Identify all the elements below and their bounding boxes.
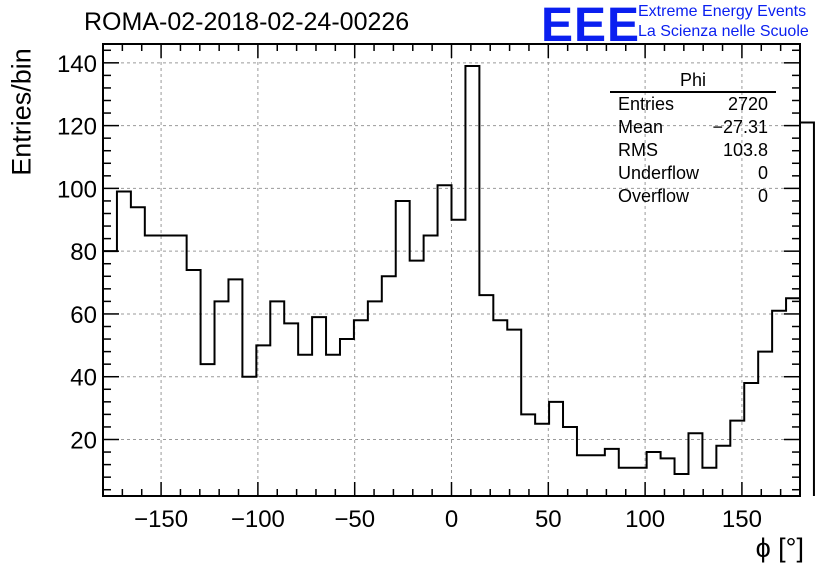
axis-ticks (102, 44, 801, 496)
x-tick-label: 50 (535, 506, 562, 533)
y-tick-label: 140 (57, 51, 97, 78)
x-tick-label: 100 (625, 506, 665, 533)
stats-label: Underflow (618, 163, 700, 183)
x-tick-label: −150 (134, 506, 188, 533)
stats-row-overflow: Overflow 0 (610, 185, 776, 208)
x-tick-labels: −150 −100 −50 0 50 100 150 (134, 506, 762, 533)
x-tick-label: 150 (722, 506, 762, 533)
stats-value: 103.8 (722, 140, 768, 160)
y-axis-label: Entries/bin (6, 48, 37, 176)
x-tick-label: −50 (334, 506, 375, 533)
y-tick-label: 80 (70, 239, 97, 266)
stats-value: 0 (757, 163, 768, 183)
x-tick-label: −100 (231, 506, 285, 533)
logo-caption: Extreme Energy Events La Scienza nelle S… (638, 2, 809, 42)
stats-row-mean: Mean −27.31 (610, 116, 776, 139)
x-tick-label: 0 (445, 506, 458, 533)
x-axis-label: ϕ [°] (755, 533, 804, 563)
y-tick-label: 60 (70, 302, 97, 329)
stats-value: −27.31 (712, 117, 768, 137)
stats-value: 2720 (727, 94, 768, 114)
y-tick-label: 120 (57, 114, 97, 141)
y-tick-labels: 20 40 60 80 100 120 140 (57, 51, 97, 455)
stats-row-rms: RMS 103.8 (610, 139, 776, 162)
stats-label: Overflow (618, 186, 690, 206)
y-tick-label: 100 (57, 176, 97, 203)
logo-line-2: La Scienza nelle Scuole (638, 23, 809, 40)
stats-label: Entries (618, 94, 675, 114)
stats-row-underflow: Underflow 0 (610, 162, 776, 185)
chart-title: ROMA-02-2018-02-24-00226 (84, 8, 410, 36)
stats-value: 0 (757, 186, 768, 206)
plot-frame (102, 43, 801, 497)
stats-title: Phi (610, 70, 776, 93)
y-tick-label: 40 (70, 365, 97, 392)
stats-box: Phi Entries 2720 Mean −27.31 RMS 103.8 U… (610, 70, 776, 208)
stats-label: Mean (618, 117, 664, 137)
stats-label: RMS (618, 140, 658, 160)
histogram-line (102, 64, 815, 496)
stats-row-entries: Entries 2720 (610, 93, 776, 116)
logo-line-1: Extreme Energy Events (638, 3, 807, 20)
eee-logo: EEE (541, 0, 641, 52)
y-tick-label: 20 (70, 428, 97, 455)
